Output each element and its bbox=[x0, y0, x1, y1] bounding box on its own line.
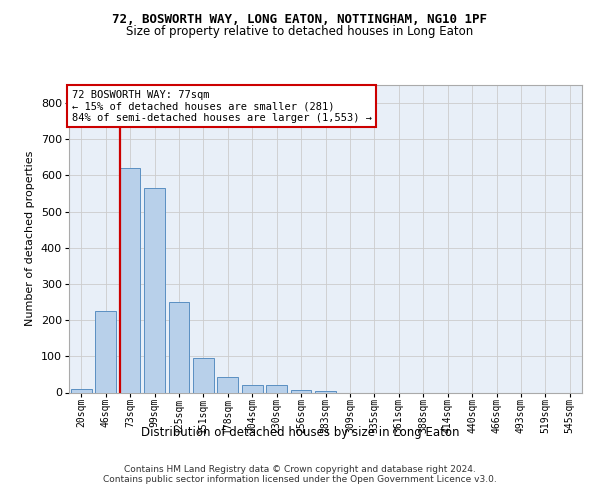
Bar bbox=[71, 389, 92, 392]
Text: Contains HM Land Registry data © Crown copyright and database right 2024.: Contains HM Land Registry data © Crown c… bbox=[124, 464, 476, 473]
Bar bbox=[242, 386, 263, 392]
Bar bbox=[95, 311, 116, 392]
Bar bbox=[169, 302, 190, 392]
Text: 72 BOSWORTH WAY: 77sqm
← 15% of detached houses are smaller (281)
84% of semi-de: 72 BOSWORTH WAY: 77sqm ← 15% of detached… bbox=[71, 90, 371, 123]
Text: 72, BOSWORTH WAY, LONG EATON, NOTTINGHAM, NG10 1PF: 72, BOSWORTH WAY, LONG EATON, NOTTINGHAM… bbox=[113, 13, 487, 26]
Bar bbox=[144, 188, 165, 392]
Bar bbox=[193, 358, 214, 392]
Bar bbox=[290, 390, 311, 392]
Bar bbox=[217, 378, 238, 392]
Text: Size of property relative to detached houses in Long Eaton: Size of property relative to detached ho… bbox=[127, 25, 473, 38]
Text: Contains public sector information licensed under the Open Government Licence v3: Contains public sector information licen… bbox=[103, 474, 497, 484]
Bar bbox=[119, 168, 140, 392]
Bar bbox=[315, 390, 336, 392]
Y-axis label: Number of detached properties: Number of detached properties bbox=[25, 151, 35, 326]
Bar bbox=[266, 386, 287, 392]
Text: Distribution of detached houses by size in Long Eaton: Distribution of detached houses by size … bbox=[141, 426, 459, 439]
